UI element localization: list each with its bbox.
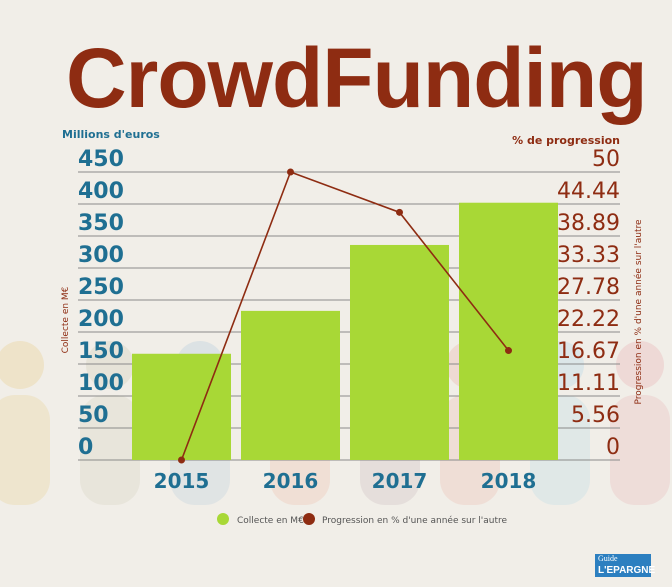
left-tick-label: 0 [78, 435, 93, 460]
logo: Guide L'EPARGNE [595, 554, 655, 577]
right-tick-label: 11.11 [557, 371, 620, 396]
legend-swatch-progression [303, 513, 315, 525]
right-tick-label: 50 [592, 147, 620, 172]
progression-point [287, 168, 294, 176]
left-tick-label: 300 [78, 243, 124, 268]
right-tick-label: 27.78 [557, 275, 620, 300]
left-tick-label: 400 [78, 179, 124, 204]
left-tick-label: 100 [78, 371, 124, 396]
left-tick-label: 450 [78, 147, 124, 172]
bar-2016 [241, 310, 340, 460]
right-tick-label: 0 [606, 435, 620, 460]
bar-2017 [350, 244, 449, 460]
background-figure-head [86, 341, 134, 389]
left-tick-label: 200 [78, 307, 124, 332]
background-figure-head [0, 341, 44, 389]
progression-line [180, 170, 510, 461]
right-tick-label: 5.56 [571, 403, 620, 428]
right-tick-label: 22.22 [557, 307, 620, 332]
x-tick-label: 2016 [263, 469, 319, 493]
x-tick-label: 2017 [372, 469, 428, 493]
legend-swatch-collecte [217, 513, 229, 525]
left-tick-label: 250 [78, 275, 124, 300]
left-axis-title: Millions d'euros [62, 128, 160, 141]
x-tick-label: 2018 [481, 469, 537, 493]
left-tick-label: 350 [78, 211, 124, 236]
right-axis-title: % de progression [512, 134, 620, 147]
background-figure-body [80, 395, 140, 505]
right-tick-label: 16.67 [557, 339, 620, 364]
bar-2018 [459, 202, 558, 460]
progression-point [178, 456, 185, 464]
right-tick-label: 44.44 [557, 179, 620, 204]
right-tick-label: 38.89 [557, 211, 620, 236]
left-tick-label: 150 [78, 339, 124, 364]
progression-point [505, 347, 512, 355]
background-figure-head [616, 341, 664, 389]
legend-label-collecte: Collecte en M€ [237, 516, 304, 526]
chart-title: CrowdFunding [66, 31, 648, 125]
x-tick-label: 2015 [154, 469, 210, 493]
right-axis-label: Progression en % d'une année sur l'autre [633, 219, 644, 405]
left-tick-label: 50 [78, 403, 109, 428]
background-figure-body [0, 395, 50, 505]
left-axis-label: Collecte en M€ [61, 286, 71, 353]
right-tick-label: 33.33 [557, 243, 620, 268]
progression-point [396, 208, 403, 216]
background-figure-body [610, 395, 670, 505]
legend-label-progression: Progression en % d'une année sur l'autre [322, 515, 508, 526]
